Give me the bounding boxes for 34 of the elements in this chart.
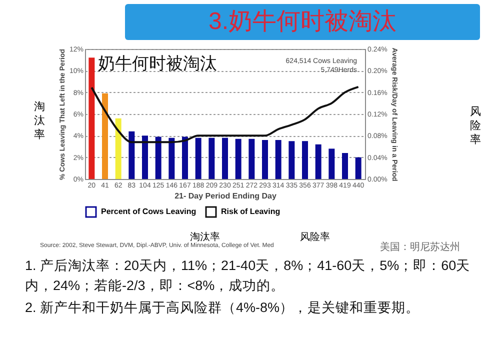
bar [342, 153, 348, 179]
bar [288, 141, 295, 179]
line-series [90, 86, 360, 144]
bar [115, 118, 122, 179]
x-axis-title: 21- Day Period Ending Day [174, 192, 277, 200]
bar [262, 140, 268, 179]
bar [248, 138, 255, 179]
text: 风险率 [300, 230, 330, 244]
bar [195, 138, 202, 179]
bar [102, 93, 108, 179]
bar [155, 136, 162, 179]
bar [275, 140, 282, 179]
bar [315, 144, 322, 179]
text: 淘汰率 [190, 230, 220, 243]
text: 1. 产后淘汰率：20天内，11%；21-40天，8%；41-60天，5%；即：60天内，24%；若能-2/3，即：<8%，成功的。 [25, 257, 472, 295]
text: 美国：明尼苏达州 [380, 240, 460, 254]
bar [182, 136, 188, 179]
bar [355, 157, 362, 179]
text: 淘汰率 [34, 100, 46, 142]
legend-label: Risk of Leaving [221, 207, 280, 216]
text: 风险率 [470, 105, 482, 147]
bar [88, 58, 95, 179]
bar [302, 141, 308, 179]
bar [235, 138, 242, 179]
bar [208, 138, 215, 179]
chart-title: 3.奶牛何时被淘汰 [125, 4, 480, 40]
bar [168, 138, 175, 179]
bar [328, 148, 335, 179]
legend-label: Percent of Cows Leaving [101, 207, 196, 216]
text: 2. 新产牛和干奶牛属于高风险群（4%-8%），是关键和重要期。 [25, 299, 421, 317]
chart-subtitle: 奶牛何时被淘汰 [98, 54, 217, 73]
bar [128, 131, 135, 179]
bar [142, 136, 148, 179]
bar [222, 138, 228, 179]
